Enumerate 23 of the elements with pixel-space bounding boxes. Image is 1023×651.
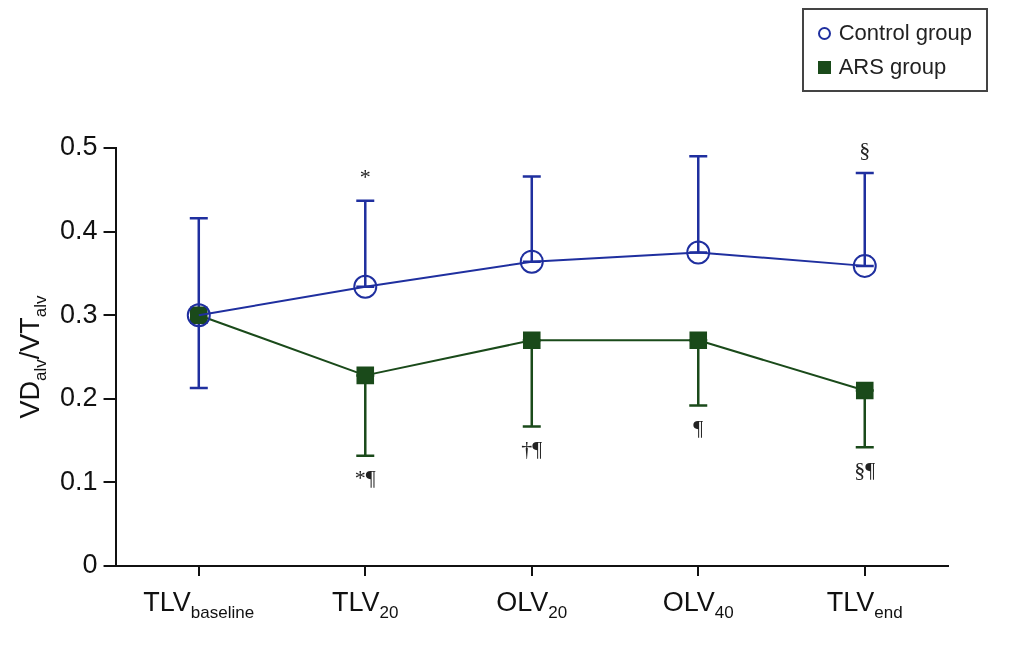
point <box>852 253 877 278</box>
legend-label: Control group <box>838 19 972 47</box>
y-tick-label: 0.4 <box>59 215 98 246</box>
y-tick-label: 0 <box>82 549 98 580</box>
point <box>855 381 874 400</box>
y-axis-title: VDalv/VTalv <box>15 295 51 419</box>
y-tick-label: 0.2 <box>59 382 98 413</box>
point <box>689 331 708 350</box>
point <box>522 331 541 350</box>
annotation: *¶ <box>354 465 376 491</box>
y-tick-label: 0.3 <box>59 298 98 329</box>
y-tick-label: 0.1 <box>59 465 98 496</box>
point <box>686 240 711 265</box>
point <box>356 366 375 385</box>
y-tick-label: 0.5 <box>59 131 98 162</box>
annotation: * <box>359 164 371 190</box>
annotation: †¶ <box>521 436 543 462</box>
legend-label: ARS group <box>838 53 947 81</box>
point <box>519 249 544 274</box>
annotation: ¶ <box>693 415 704 441</box>
annotation: §¶ <box>854 457 876 483</box>
point <box>353 274 378 299</box>
annotation: § <box>859 136 871 162</box>
